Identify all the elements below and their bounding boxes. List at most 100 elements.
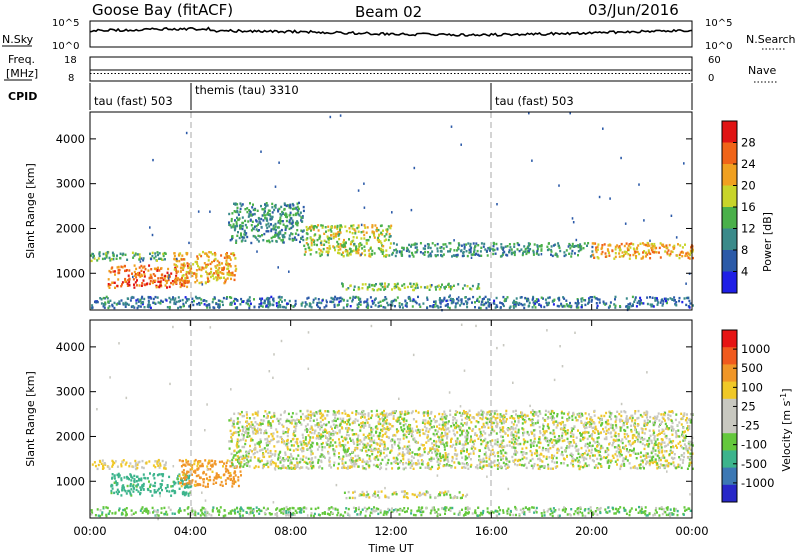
echo-cell — [405, 249, 408, 253]
echo-cell — [441, 283, 443, 286]
echo-cell — [436, 247, 439, 250]
echo-cell — [499, 413, 502, 416]
echo-cell — [384, 416, 387, 419]
echo-cell — [464, 300, 467, 303]
echo-cell — [244, 208, 247, 211]
echo-cell — [234, 203, 237, 206]
echo-cell — [250, 224, 253, 227]
echo-cell — [572, 412, 574, 416]
echo-cell — [176, 478, 179, 481]
echo-cell — [589, 441, 591, 445]
echo-cell — [367, 412, 370, 415]
echo-cell — [133, 474, 136, 478]
echo-cell — [642, 302, 645, 305]
echo-cell — [230, 217, 233, 221]
echo-cell — [327, 439, 330, 442]
echo-cell — [438, 412, 441, 416]
echo-cell — [154, 274, 157, 277]
echo-cell — [617, 448, 620, 451]
echo-cell — [312, 298, 315, 302]
echo-cell — [237, 231, 239, 234]
echo-cell — [241, 225, 244, 228]
echo-cell — [317, 224, 320, 227]
echo-cell — [620, 463, 623, 466]
echo-cell — [352, 244, 355, 247]
echo-cell — [318, 237, 321, 240]
echo-cell — [245, 429, 248, 432]
echo-cell — [264, 217, 267, 220]
echo-cell — [201, 462, 204, 466]
echo-cell — [274, 462, 277, 465]
echo-cell — [248, 417, 251, 420]
echo-cell — [260, 217, 263, 221]
echo-cell — [465, 302, 468, 306]
echo-cell — [632, 253, 635, 257]
echo-cell — [321, 250, 324, 254]
echo-cell — [261, 422, 264, 425]
echo-cell — [302, 238, 305, 242]
echo-cell — [441, 441, 444, 444]
echo-cell — [332, 300, 335, 303]
echo-cell — [439, 434, 442, 437]
echo-cell — [444, 287, 446, 290]
echo-cell — [247, 427, 250, 430]
echo-cell — [370, 305, 373, 308]
echo-cell — [578, 245, 581, 248]
echo-cell — [218, 266, 221, 270]
echo-cell — [448, 464, 451, 467]
echo-cell — [292, 433, 295, 437]
echo-cell — [394, 305, 396, 308]
echo-cell — [443, 445, 446, 448]
echo-cell — [436, 254, 439, 257]
echo-cell — [128, 278, 131, 281]
echo-cell — [173, 483, 176, 486]
echo-cell — [241, 445, 244, 449]
echo-cell — [541, 448, 544, 452]
echo-cell — [283, 440, 286, 443]
echo-cell — [381, 252, 384, 255]
echo-cell — [363, 446, 366, 449]
echo-cell — [284, 215, 287, 218]
echo-cell — [479, 466, 482, 469]
echo-cell — [339, 243, 342, 246]
echo-cell — [351, 300, 354, 303]
echo-cell — [473, 249, 476, 252]
echo-cell — [174, 297, 177, 300]
echo-cell — [117, 472, 120, 476]
echo-cell — [649, 239, 651, 242]
echo-cell — [185, 273, 188, 276]
echo-cell — [542, 297, 544, 300]
echo-cell — [561, 420, 564, 424]
echo-cell — [494, 439, 497, 442]
echo-cell — [469, 440, 472, 443]
echo-cell — [164, 463, 167, 467]
echo-cell — [356, 446, 359, 450]
echo-cell — [140, 301, 143, 305]
echo-cell — [342, 298, 345, 302]
echo-cell — [218, 460, 221, 464]
echo-cell — [592, 438, 595, 441]
echo-cell — [302, 455, 305, 458]
echo-cell — [214, 276, 217, 279]
echo-cell — [394, 254, 397, 258]
echo-cell — [289, 459, 292, 462]
echo-cell — [192, 272, 195, 275]
echo-cell — [229, 258, 232, 261]
echo-cell — [515, 432, 518, 435]
echo-cell — [433, 300, 435, 303]
echo-cell — [446, 435, 449, 438]
echo-cell — [477, 411, 480, 414]
echo-cell — [374, 224, 377, 227]
echo-cell — [536, 249, 539, 253]
echo-cell — [298, 420, 300, 423]
echo-cell — [347, 287, 350, 290]
echo-cell — [233, 482, 235, 485]
echo-cell — [184, 279, 186, 283]
echo-cell — [230, 464, 233, 468]
echo-cell — [577, 464, 580, 468]
echo-cell — [204, 485, 207, 489]
echo-cell — [656, 464, 659, 467]
echo-cell — [359, 297, 362, 301]
echo-cell — [183, 478, 186, 481]
